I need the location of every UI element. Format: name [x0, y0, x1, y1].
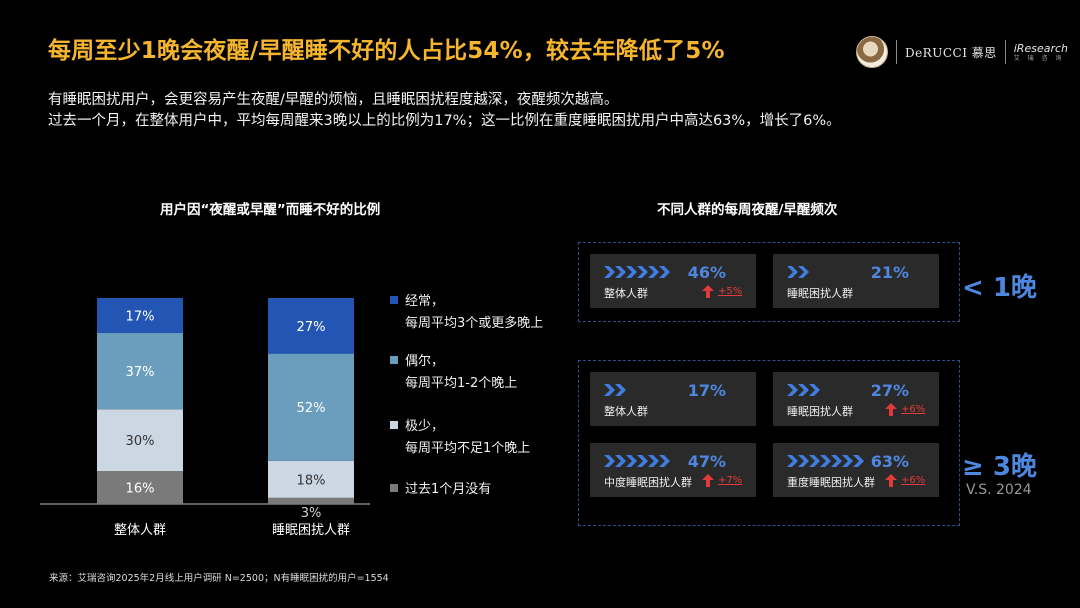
legend-label: 极少， — [405, 419, 445, 434]
card-group-label: 睡眠困扰人群 — [787, 287, 853, 300]
bar-data-label: 52% — [297, 401, 326, 416]
card-group-label: 整体人群 — [604, 405, 648, 418]
legend-item: 偶尔， 每周平均1-2个晚上 — [390, 351, 517, 395]
frequency-card: 27% 睡眠困扰人群 +6% — [773, 372, 939, 426]
bar-segment — [268, 460, 354, 498]
card-change-value: +5% — [718, 286, 743, 297]
derucci-emblem-icon — [855, 36, 888, 68]
bar-data-label: 16% — [126, 482, 155, 497]
up-arrow-icon — [702, 474, 714, 487]
derucci-logo: DeRUCCI 慕思 — [904, 45, 997, 60]
frequency-card: 63% 重度睡眠困扰人群 +6% — [773, 443, 939, 497]
group-box-under-1 — [578, 242, 960, 322]
category-label: 睡眠困扰人群 — [272, 523, 350, 538]
bar-data-label: 37% — [126, 365, 155, 380]
logo-divider — [1004, 40, 1006, 64]
legend-swatch — [390, 356, 398, 364]
card-change: +6% — [885, 474, 925, 487]
right-chart-title: 不同人群的每周夜醒/早醒频次 — [657, 202, 838, 218]
up-arrow-icon — [702, 285, 714, 298]
card-group-label: 睡眠困扰人群 — [787, 405, 853, 418]
group-label-over-3: ≥ 3晚 — [962, 452, 1037, 482]
card-change: +6% — [885, 403, 925, 416]
iresearch-logo: iResearch 艾 瑞 咨 询 — [1014, 43, 1068, 62]
bar-segment — [268, 353, 354, 461]
chevron-arrows-icon — [604, 384, 626, 396]
category-label: 整体人群 — [114, 523, 166, 538]
legend-label: 经常， — [405, 294, 445, 309]
bar-data-label: 27% — [297, 320, 326, 335]
legend-sublabel: 每周平均1-2个晚上 — [405, 376, 518, 391]
chevron-arrows-icon — [604, 455, 670, 467]
group-label-under-1: < 1晚 — [962, 273, 1037, 303]
bar-data-label: 30% — [126, 434, 155, 449]
legend-sublabel: 每周平均3个或更多晚上 — [405, 316, 544, 331]
legend-sublabel: 每周平均不足1个晚上 — [405, 441, 531, 456]
card-group-label: 重度睡眠困扰人群 — [787, 476, 875, 489]
legend-item: 过去1个月没有 — [390, 479, 491, 501]
frequency-card: 21% 睡眠困扰人群 — [773, 254, 939, 308]
stacked-bar-chart: 16% 30% 37% 17% 整体人群 3% 18% 52% 27% 睡眠困扰人群 — [40, 298, 370, 538]
legend-label: 过去1个月没有 — [405, 482, 492, 497]
bar-segment — [97, 409, 183, 472]
bar-segment — [268, 298, 354, 354]
frequency-card: 17% 整体人群 — [590, 372, 756, 426]
description-line-2: 过去一个月，在整体用户中，平均每周醒来3晚以上的比例为17%；这一比例在重度睡眠… — [48, 113, 841, 129]
card-change: +5% — [702, 285, 742, 298]
card-change: +7% — [702, 474, 742, 487]
chevron-arrows-icon — [787, 455, 864, 467]
chevron-arrows-icon — [604, 266, 670, 278]
iresearch-logo-text: iResearch — [1013, 41, 1068, 55]
bar-segment — [268, 497, 354, 504]
bar-segment — [97, 333, 183, 410]
up-arrow-icon — [885, 403, 897, 416]
left-chart-title: 用户因“夜醒或早醒”而睡不好的比例 — [160, 202, 381, 218]
frequency-card: 47% 中度睡眠困扰人群 +7% — [590, 443, 756, 497]
bar-data-label: 17% — [126, 310, 155, 325]
group-box-over-3 — [578, 360, 960, 526]
card-percentage: 47% — [687, 452, 726, 471]
card-change-value: +7% — [718, 475, 743, 486]
legend-swatch — [390, 296, 398, 304]
legend-swatch — [390, 421, 398, 429]
card-percentage: 46% — [687, 263, 726, 282]
legend-swatch — [390, 484, 398, 492]
page-title: 每周至少1晚会夜醒/早醒睡不好的人占比54%，较去年降低了5% — [48, 38, 725, 64]
source-note: 来源：艾瑞咨询2025年2月线上用户调研 N=2500；N有睡眠困扰的用户=15… — [49, 573, 389, 584]
logo-group: DeRUCCI 慕思 iResearch 艾 瑞 咨 询 — [855, 36, 1068, 68]
bar-data-label: 18% — [297, 473, 326, 488]
legend-item: 经常， 每周平均3个或更多晚上 — [390, 291, 543, 335]
iresearch-logo-subtext: 艾 瑞 咨 询 — [1013, 54, 1065, 62]
card-percentage: 21% — [870, 263, 909, 282]
up-arrow-icon — [885, 474, 897, 487]
card-percentage: 63% — [870, 452, 909, 471]
card-change-value: +6% — [901, 475, 926, 486]
card-group-label: 中度睡眠困扰人群 — [604, 476, 692, 489]
frequency-card: 46% 整体人群 +5% — [590, 254, 756, 308]
logo-divider — [895, 40, 897, 64]
legend-label: 偶尔， — [405, 354, 445, 369]
card-group-label: 整体人群 — [604, 287, 648, 300]
card-percentage: 17% — [687, 381, 726, 400]
card-percentage: 27% — [870, 381, 909, 400]
card-change-value: +6% — [901, 404, 926, 415]
description-line-1: 有睡眠困扰用户，会更容易产生夜醒/早醒的烦恼，且睡眠困扰程度越深，夜醒频次越高。 — [48, 92, 619, 108]
bar-data-label: 3% — [301, 506, 322, 521]
chevron-arrows-icon — [787, 384, 820, 396]
comparison-note: V.S. 2024 — [966, 482, 1032, 498]
legend-item: 极少， 每周平均不足1个晚上 — [390, 416, 530, 460]
bar-segment — [97, 298, 183, 334]
chevron-arrows-icon — [787, 266, 809, 278]
bar-segment — [97, 471, 183, 504]
